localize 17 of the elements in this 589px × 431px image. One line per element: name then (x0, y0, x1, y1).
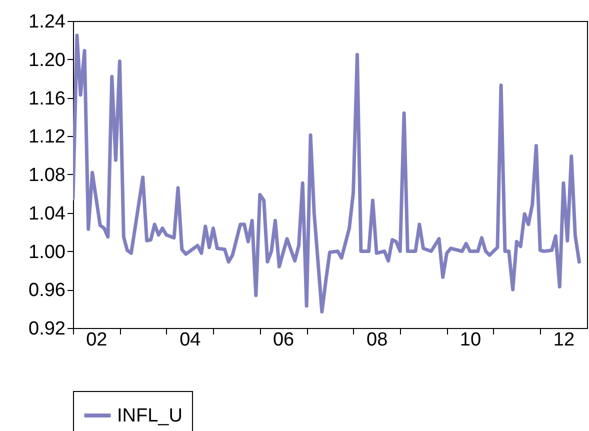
y-tick-label: 1.16 (28, 88, 66, 110)
x-tick-label: 02 (86, 330, 108, 350)
y-tick-label: 1.08 (28, 165, 66, 186)
legend-label: INFL_U (117, 406, 182, 426)
x-tick-label: 10 (460, 330, 482, 350)
y-tick-label: 0.96 (28, 280, 66, 302)
line-series (73, 34, 581, 314)
y-tick-label: 1.04 (28, 203, 66, 224)
y-tick-label: 1.12 (28, 126, 66, 148)
y-tick-label: 1.20 (28, 50, 66, 71)
y-tick-label: 1.00 (28, 242, 66, 263)
y-tick-label: 1.24 (28, 12, 66, 32)
x-tick-label: 08 (366, 330, 388, 350)
y-tick-label: 0.92 (28, 318, 66, 340)
x-tick-label: 04 (180, 330, 202, 350)
x-tick-label: 06 (272, 330, 294, 350)
x-tick-label: 12 (553, 330, 575, 350)
